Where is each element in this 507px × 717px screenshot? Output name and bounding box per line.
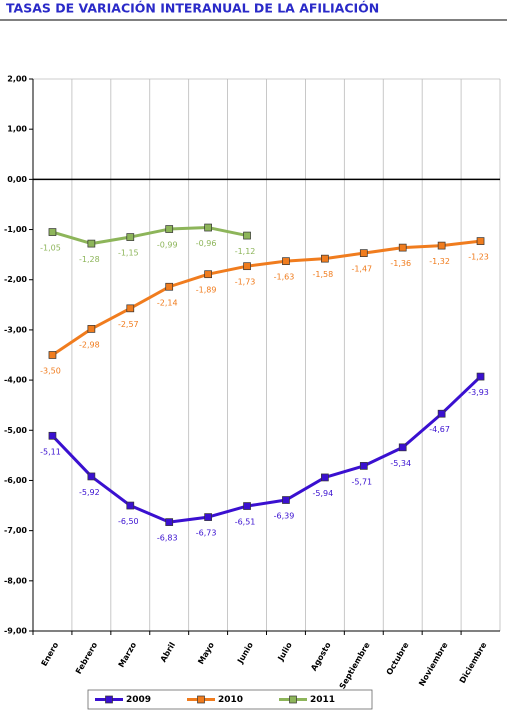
data-label: -1,05 [40,244,61,253]
y-tick-label: -5,00 [4,426,27,435]
marker [398,443,407,452]
data-label: -1,12 [235,247,256,256]
x-tick-label: Septiembre [338,640,372,690]
data-label: -2,14 [157,298,178,307]
legend-label: 2011 [310,695,335,705]
x-tick-label: Mayo [196,640,216,666]
y-tick-label: -6,00 [4,476,27,485]
data-label: -1,73 [235,278,256,287]
marker [126,233,135,241]
legend-label: 2010 [218,695,243,705]
marker [398,243,407,252]
marker [87,239,96,248]
x-tick-label: Julio [276,640,294,663]
y-tick-label: 1,00 [7,125,27,134]
data-label: -1,47 [351,265,372,274]
y-tick-label: -9,00 [4,627,27,636]
marker [87,472,96,481]
marker [282,257,290,266]
marker [437,241,446,250]
data-label: -1,63 [274,273,295,282]
y-tick-label: 0,00 [7,175,27,184]
marker [204,223,212,232]
marker [48,351,57,359]
y-tick-label: -8,00 [4,576,27,585]
data-label: -1,32 [429,257,450,266]
marker [204,513,212,521]
data-label: -0,99 [157,241,178,250]
data-label: -0,96 [196,239,217,248]
marker [48,431,57,440]
marker [126,304,135,313]
data-label: -5,92 [79,488,100,497]
y-tick-label: -7,00 [4,526,27,535]
x-tick-label: Agosto [309,640,333,672]
legend-label: 2009 [126,695,151,705]
marker [321,473,329,482]
marker [282,496,290,504]
data-label: -2,57 [118,320,139,329]
marker [48,228,57,236]
marker [243,502,251,510]
x-tick-label: Febrero [74,640,100,675]
data-label: -6,83 [157,534,178,543]
data-label: -6,39 [274,512,295,521]
x-tick-label: Noviembre [417,640,450,687]
y-tick-label: -1,00 [4,225,27,234]
marker [321,254,329,263]
marker [476,237,485,245]
data-label: -1,89 [196,286,217,295]
marker [243,262,251,271]
data-label: -1,23 [468,253,489,262]
series-line [51,239,481,357]
y-tick-label: -4,00 [4,376,27,385]
marker [165,518,174,526]
marker [359,249,368,257]
marker [243,231,251,240]
data-label: -4,67 [429,425,450,434]
data-label: -5,71 [351,477,372,486]
series-line [51,375,482,524]
data-label: -3,50 [40,367,61,376]
series-line [52,226,248,246]
marker [476,372,485,381]
marker [165,225,174,233]
data-label: -1,15 [118,249,139,258]
legend-marker [105,695,113,704]
legend-marker [289,695,297,704]
marker [126,501,135,510]
marker [204,270,212,279]
chart-title: TASAS DE VARIACIÓN INTERANUAL DE LA AFIL… [6,1,379,16]
marker [359,462,368,470]
x-tick-label: Abril [159,641,178,664]
data-label: -3,93 [468,388,489,397]
data-label: -1,58 [313,270,334,279]
marker [87,325,96,333]
x-tick-label: Junio [235,640,255,665]
data-label: -1,28 [79,255,100,264]
x-tick-label: Octubre [385,640,411,676]
legend-box [87,689,373,710]
marker [165,282,174,291]
data-label: -2,98 [79,340,100,349]
x-tick-label: Marzo [117,640,139,669]
y-tick-label: -3,00 [4,325,27,334]
data-label: -6,50 [118,517,139,526]
data-label: -6,73 [196,529,217,538]
legend-marker [197,695,205,704]
x-tick-label: Enero [40,640,61,667]
y-tick-label: 2,00 [7,75,27,84]
data-label: -5,11 [40,447,61,456]
data-label: -6,51 [235,518,256,527]
y-tick-label: -2,00 [4,275,27,284]
marker [437,409,446,418]
x-tick-label: Diciembre [458,640,489,685]
data-label: -5,94 [313,489,334,498]
data-label: -5,34 [390,459,411,468]
data-label: -1,36 [390,259,411,268]
